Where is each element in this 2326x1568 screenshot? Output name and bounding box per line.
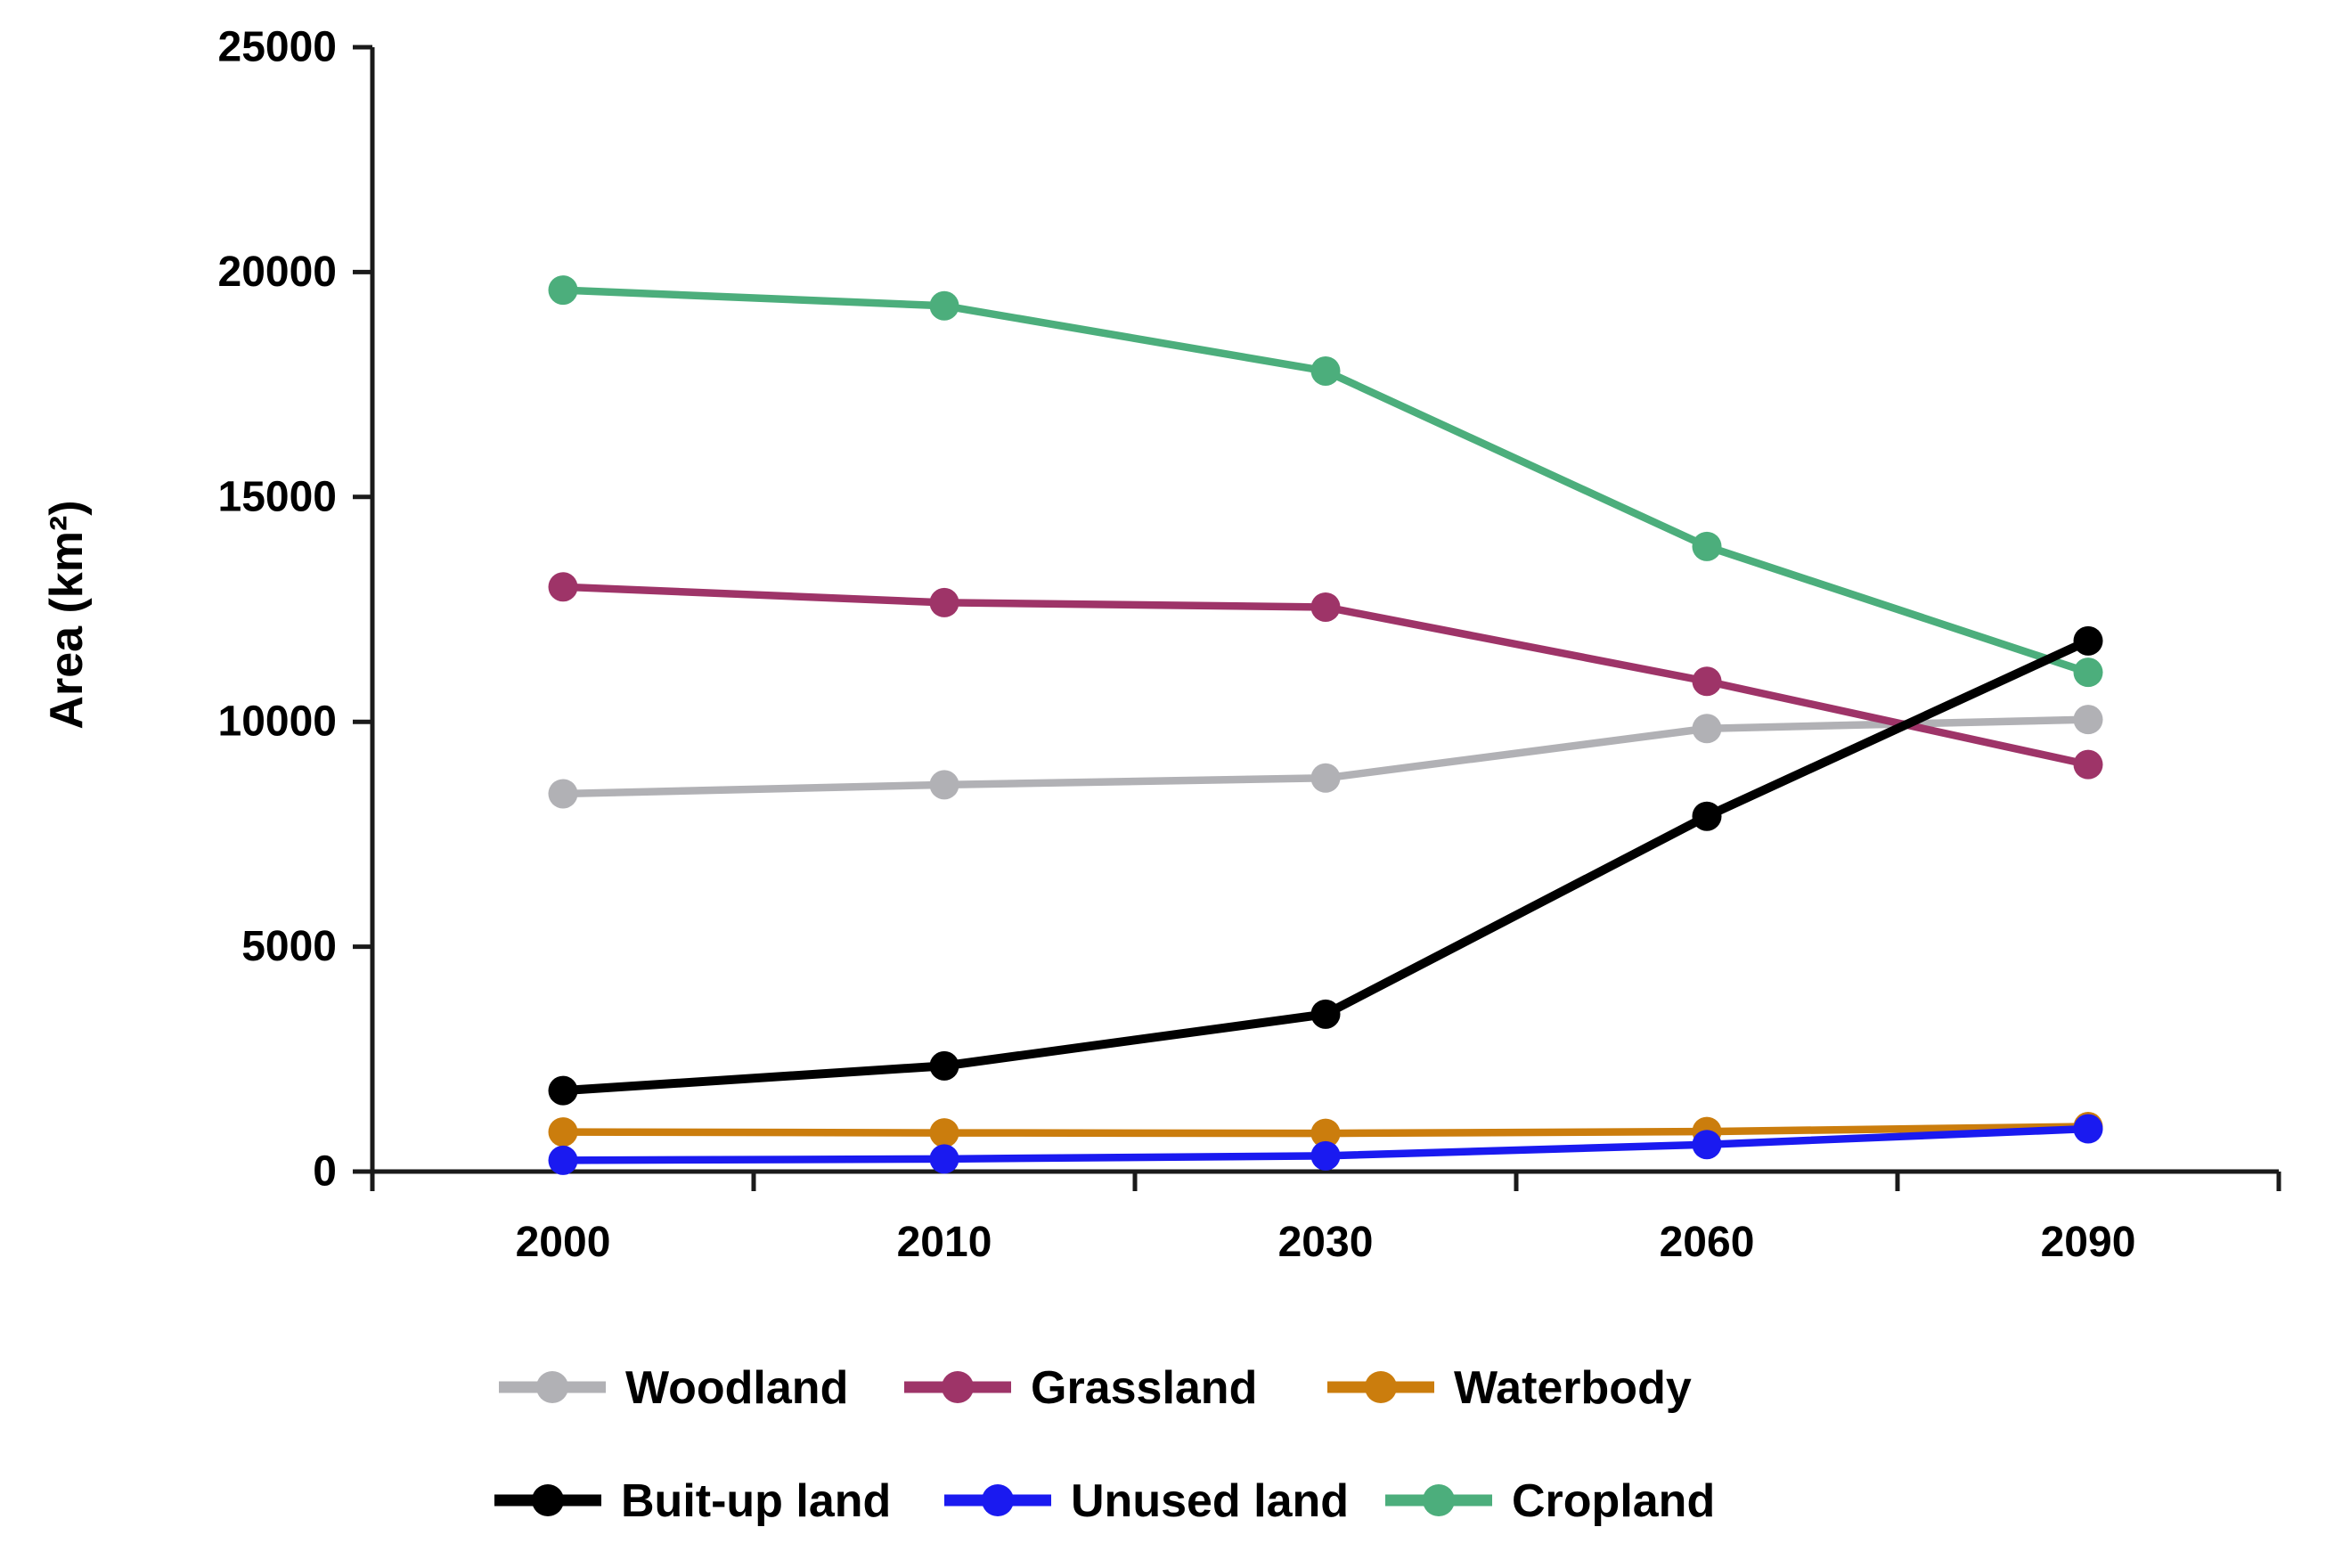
legend-row-1: Woodland Grassland Waterbody <box>499 1362 1692 1414</box>
data-point-unused-land-2010 <box>929 1144 959 1174</box>
data-point-cropland-2000 <box>548 275 578 306</box>
data-point-grassland-2010 <box>929 587 959 617</box>
legend-item-cropland: Cropland <box>1385 1475 1715 1527</box>
data-point-cropland-2010 <box>929 290 959 321</box>
legend-label-unused-land: Unused land <box>1071 1475 1349 1527</box>
data-point-waterbody-2010 <box>929 1118 959 1148</box>
y-axis-tick-label: 10000 <box>218 698 337 746</box>
y-axis-tick-label: 5000 <box>241 923 337 970</box>
legend-marker-dot-buit-up-land <box>532 1484 564 1516</box>
series-unused-land <box>548 1114 2103 1175</box>
data-point-woodland-2030 <box>1310 763 1341 793</box>
legend-label-cropland: Cropland <box>1512 1475 1715 1527</box>
data-point-buit-up-land-2000 <box>548 1075 578 1106</box>
data-point-waterbody-2000 <box>548 1117 578 1147</box>
data-point-cropland-2060 <box>1692 531 1722 561</box>
data-point-buit-up-land-2090 <box>2073 625 2103 656</box>
legend-label-grassland: Grassland <box>1031 1362 1257 1414</box>
legend-label-buit-up-land: Buit-up land <box>621 1475 891 1527</box>
data-point-grassland-2060 <box>1692 666 1722 697</box>
series-woodland <box>548 705 2103 809</box>
x-axis-tick-label: 2060 <box>1660 1219 1755 1266</box>
data-point-cropland-2030 <box>1310 355 1341 386</box>
series-grassland <box>548 572 2103 780</box>
legend-marker-dot-waterbody <box>1365 1371 1397 1403</box>
data-point-woodland-2060 <box>1692 714 1722 744</box>
y-axis-tick-label: 0 <box>313 1148 337 1196</box>
data-point-grassland-2000 <box>548 572 578 602</box>
series-cropland <box>548 275 2103 688</box>
data-point-waterbody-2030 <box>1310 1118 1341 1148</box>
data-point-woodland-2000 <box>548 779 578 809</box>
legend-label-waterbody: Waterbody <box>1454 1362 1692 1414</box>
legend-marker-dot-woodland <box>536 1371 568 1403</box>
x-axis-tick-label: 2010 <box>897 1219 992 1266</box>
legend-marker-dot-cropland <box>1423 1484 1455 1516</box>
data-point-buit-up-land-2060 <box>1692 801 1722 831</box>
data-point-grassland-2090 <box>2073 749 2103 780</box>
data-point-unused-land-2030 <box>1310 1140 1341 1171</box>
data-point-cropland-2090 <box>2073 657 2103 688</box>
legend-item-unused-land: Unused land <box>944 1475 1349 1527</box>
legend-item-grassland: Grassland <box>904 1362 1257 1414</box>
legend-label-woodland: Woodland <box>625 1362 848 1414</box>
data-point-unused-land-2000 <box>548 1145 578 1175</box>
x-axis-tick-label: 2000 <box>516 1219 611 1266</box>
data-point-buit-up-land-2010 <box>929 1050 959 1081</box>
x-axis-tick-label: 2030 <box>1278 1219 1374 1266</box>
data-point-unused-land-2060 <box>1692 1130 1722 1160</box>
legend-marker-dot-grassland <box>942 1371 974 1403</box>
data-point-woodland-2010 <box>929 770 959 800</box>
legend-item-woodland: Woodland <box>499 1362 848 1414</box>
y-axis-tick-label: 25000 <box>218 24 337 71</box>
legend-marker-dot-unused-land <box>982 1484 1014 1516</box>
legend-item-waterbody: Waterbody <box>1327 1362 1692 1414</box>
data-point-unused-land-2090 <box>2073 1114 2103 1144</box>
y-axis-title: Area (km²) <box>41 500 93 729</box>
legend-item-buit-up-land: Buit-up land <box>494 1475 891 1527</box>
x-axis-tick-label: 2090 <box>2041 1219 2136 1266</box>
series-buit-up-land <box>548 625 2103 1106</box>
y-axis-tick-label: 20000 <box>218 249 337 296</box>
data-point-woodland-2090 <box>2073 705 2103 735</box>
data-point-buit-up-land-2030 <box>1310 999 1341 1029</box>
y-axis-tick-label: 15000 <box>218 473 337 520</box>
legend-row-2: Buit-up land Unused land Cropland <box>494 1475 1715 1527</box>
data-point-grassland-2030 <box>1310 592 1341 622</box>
